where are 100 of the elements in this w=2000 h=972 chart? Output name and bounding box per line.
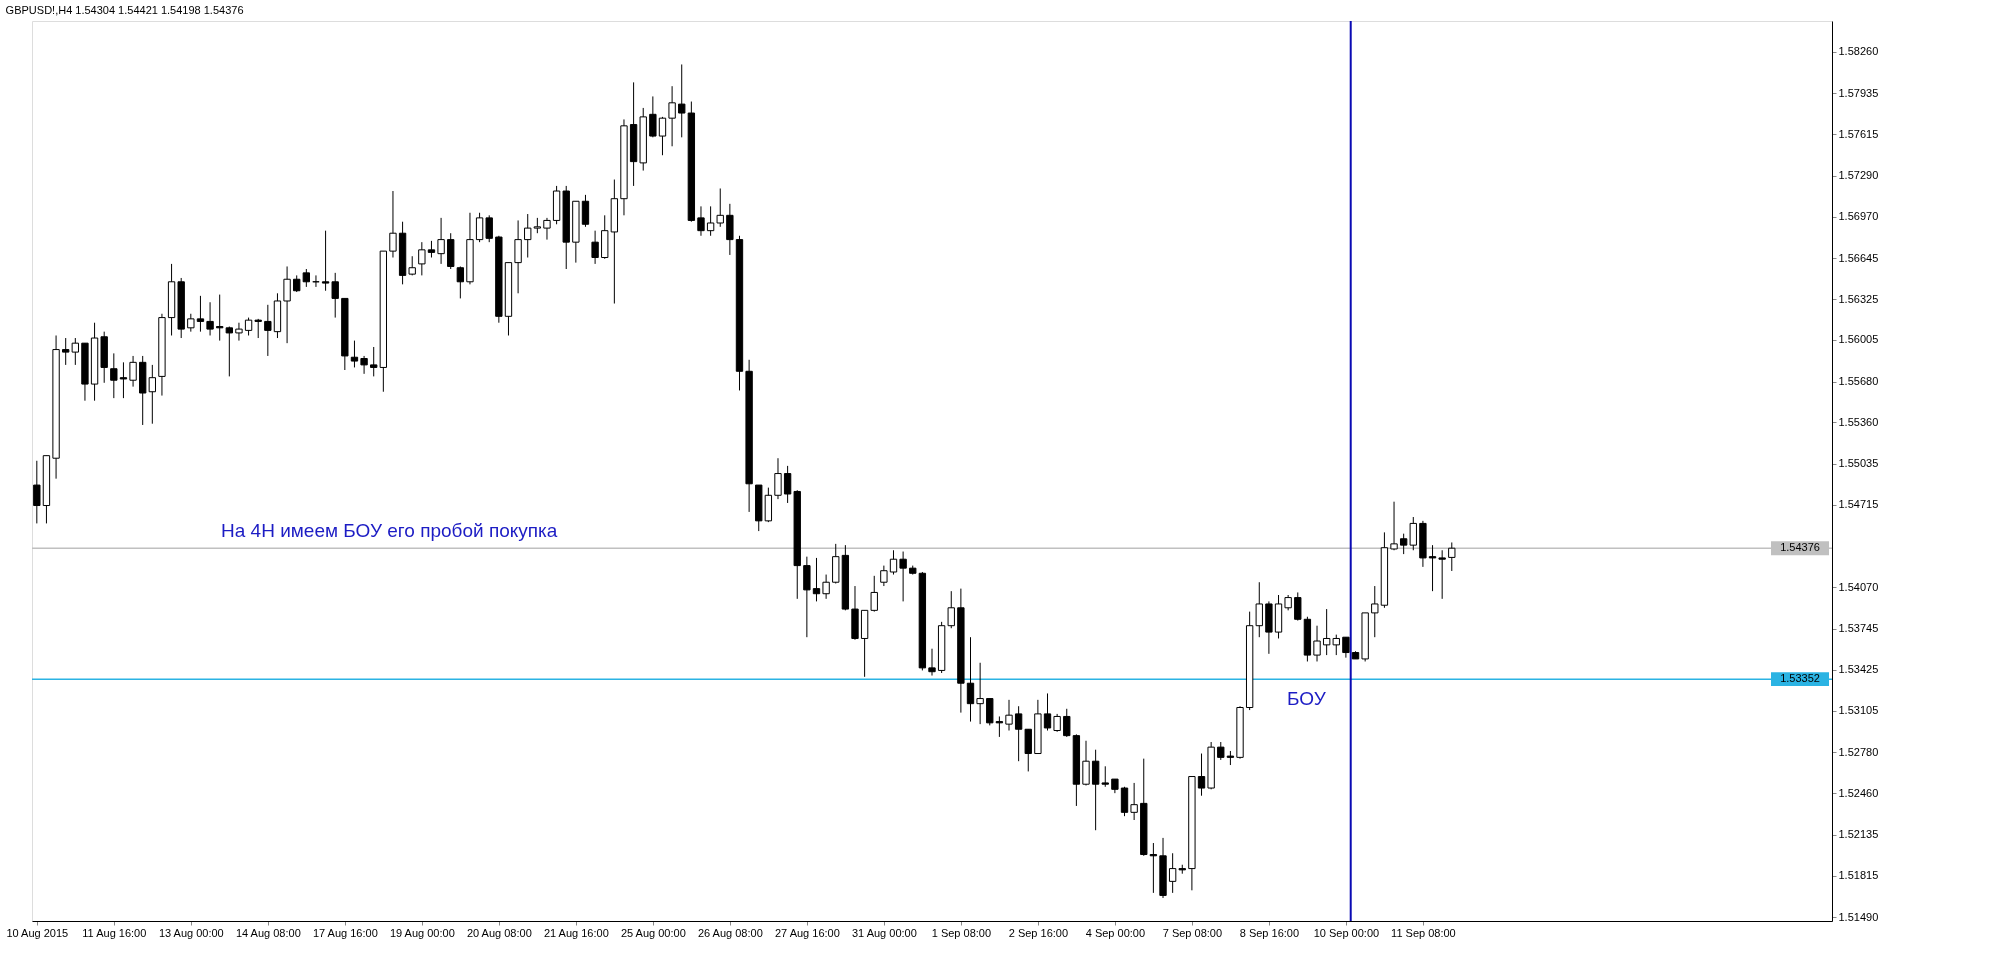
x-tick-label: 10 Sep 00:00 — [1313, 926, 1380, 939]
annotation: БОУ — [1287, 687, 1327, 709]
y-tick-label: 1.52780 — [1838, 745, 1879, 758]
candlestick — [1101, 765, 1109, 788]
y-tick-label: 1.51490 — [1838, 910, 1879, 923]
candlestick — [822, 574, 830, 600]
candlestick — [668, 85, 676, 147]
candlestick — [456, 265, 465, 299]
candlestick — [350, 340, 359, 368]
candlestick — [870, 575, 878, 613]
candlestick — [1313, 625, 1321, 662]
x-tick-label: 17 Aug 16:00 — [312, 926, 378, 939]
candlestick — [678, 63, 686, 138]
candlestick — [697, 205, 705, 237]
y-tick-label: 1.54715 — [1838, 498, 1879, 511]
candlestick — [206, 301, 214, 336]
y-tick-label: 1.54070 — [1838, 580, 1879, 593]
x-tick-label: 10 Aug 2015 — [6, 926, 69, 939]
y-tick-label: 1.55360 — [1838, 415, 1879, 428]
y-tick-label: 1.56645 — [1838, 251, 1879, 264]
candlestick — [1043, 692, 1052, 732]
candlestick — [1438, 549, 1446, 600]
candlestick — [1014, 705, 1023, 762]
candlestick — [1448, 541, 1456, 572]
candlestick — [1399, 533, 1408, 555]
x-tick-label: 20 Aug 08:00 — [466, 926, 532, 939]
candlestick — [928, 648, 936, 677]
x-tick-label: 7 Sep 08:00 — [1162, 926, 1223, 939]
candlestick — [524, 213, 532, 259]
candlestick — [1390, 501, 1398, 551]
candlestick — [196, 295, 205, 333]
candlestick — [264, 304, 272, 357]
candlestick — [716, 187, 724, 228]
y-tick-label: 1.51815 — [1838, 869, 1879, 882]
candlestick — [812, 557, 821, 602]
candlestick — [418, 241, 426, 276]
y-tick-label: 1.53425 — [1838, 663, 1879, 676]
candlestick — [1294, 591, 1302, 622]
candlestick — [706, 205, 715, 237]
y-tick-label: 1.53745 — [1838, 622, 1879, 635]
x-tick-label: 2 Sep 16:00 — [1008, 926, 1069, 939]
chart-title: GBPUSD!,H4 1.54304 1.54421 1.54198 1.54376 — [5, 4, 244, 16]
candlestick — [976, 662, 984, 725]
candlestick — [1130, 782, 1138, 821]
x-tick-label: 19 Aug 00:00 — [389, 926, 455, 939]
candlestick — [1197, 753, 1206, 797]
candlestick — [321, 230, 330, 292]
y-tick-label: 1.58260 — [1838, 45, 1879, 58]
candlestick — [1255, 581, 1263, 638]
candlestick — [1063, 708, 1071, 738]
candlestick — [1371, 585, 1379, 638]
candlestick — [129, 355, 137, 388]
candlestick — [1082, 740, 1090, 786]
candlestick — [1342, 636, 1350, 659]
y-tick-label: 1.56325 — [1838, 292, 1879, 305]
candlestick — [1428, 544, 1437, 592]
candlestick — [360, 355, 368, 375]
candlestick — [119, 361, 128, 399]
candlestick — [475, 212, 484, 243]
y-tick-label: 1.52460 — [1838, 786, 1879, 799]
x-tick-label: 8 Sep 16:00 — [1239, 926, 1300, 939]
candlestick — [437, 217, 445, 265]
candlestick — [966, 636, 975, 723]
candlestick — [581, 194, 590, 228]
x-tick-label: 13 Aug 00:00 — [158, 926, 224, 939]
x-tick-label: 25 Aug 00:00 — [620, 926, 686, 939]
candlestick — [33, 460, 41, 524]
y-tick-label: 1.57290 — [1838, 169, 1879, 182]
y-tick-label: 1.56005 — [1838, 333, 1879, 346]
candlestick — [485, 214, 493, 243]
x-tick-label: 1 Sep 08:00 — [931, 926, 992, 939]
candlestick — [889, 549, 898, 576]
y-tick-label: 1.57615 — [1838, 127, 1879, 140]
candlestick — [514, 219, 522, 294]
x-tick-label: 4 Sep 00:00 — [1085, 926, 1146, 939]
candlestick — [947, 590, 955, 629]
x-tick-label: 21 Aug 16:00 — [543, 926, 609, 939]
ref-line-label: 1.54376 — [1780, 541, 1820, 554]
candlestick — [880, 565, 888, 587]
candlestick — [235, 322, 243, 342]
candlestick — [658, 116, 667, 156]
y-tick-label: 1.57935 — [1838, 86, 1879, 99]
candlestick — [649, 95, 657, 138]
x-tick-label: 11 Aug 16:00 — [82, 926, 147, 939]
annotation: На 4Н имеем БОУ его пробой покупка — [221, 520, 558, 542]
candlestick — [1409, 516, 1417, 551]
candlestick — [283, 265, 291, 344]
y-tick-label: 1.55035 — [1838, 457, 1879, 470]
y-tick-label: 1.53105 — [1838, 704, 1879, 717]
candlestick — [783, 465, 792, 504]
candlestick — [591, 230, 599, 265]
x-tick-label: 14 Aug 08:00 — [235, 926, 301, 939]
x-tick-label: 31 Aug 00:00 — [851, 926, 917, 939]
candlestick — [774, 457, 782, 500]
y-tick-label: 1.56970 — [1838, 210, 1879, 223]
candlestick — [1005, 699, 1013, 732]
x-tick-label: 11 Sep 08:00 — [1391, 926, 1456, 939]
candlestick — [370, 346, 378, 377]
candlestick — [1168, 852, 1177, 894]
x-tick-label: 27 Aug 16:00 — [774, 926, 840, 939]
